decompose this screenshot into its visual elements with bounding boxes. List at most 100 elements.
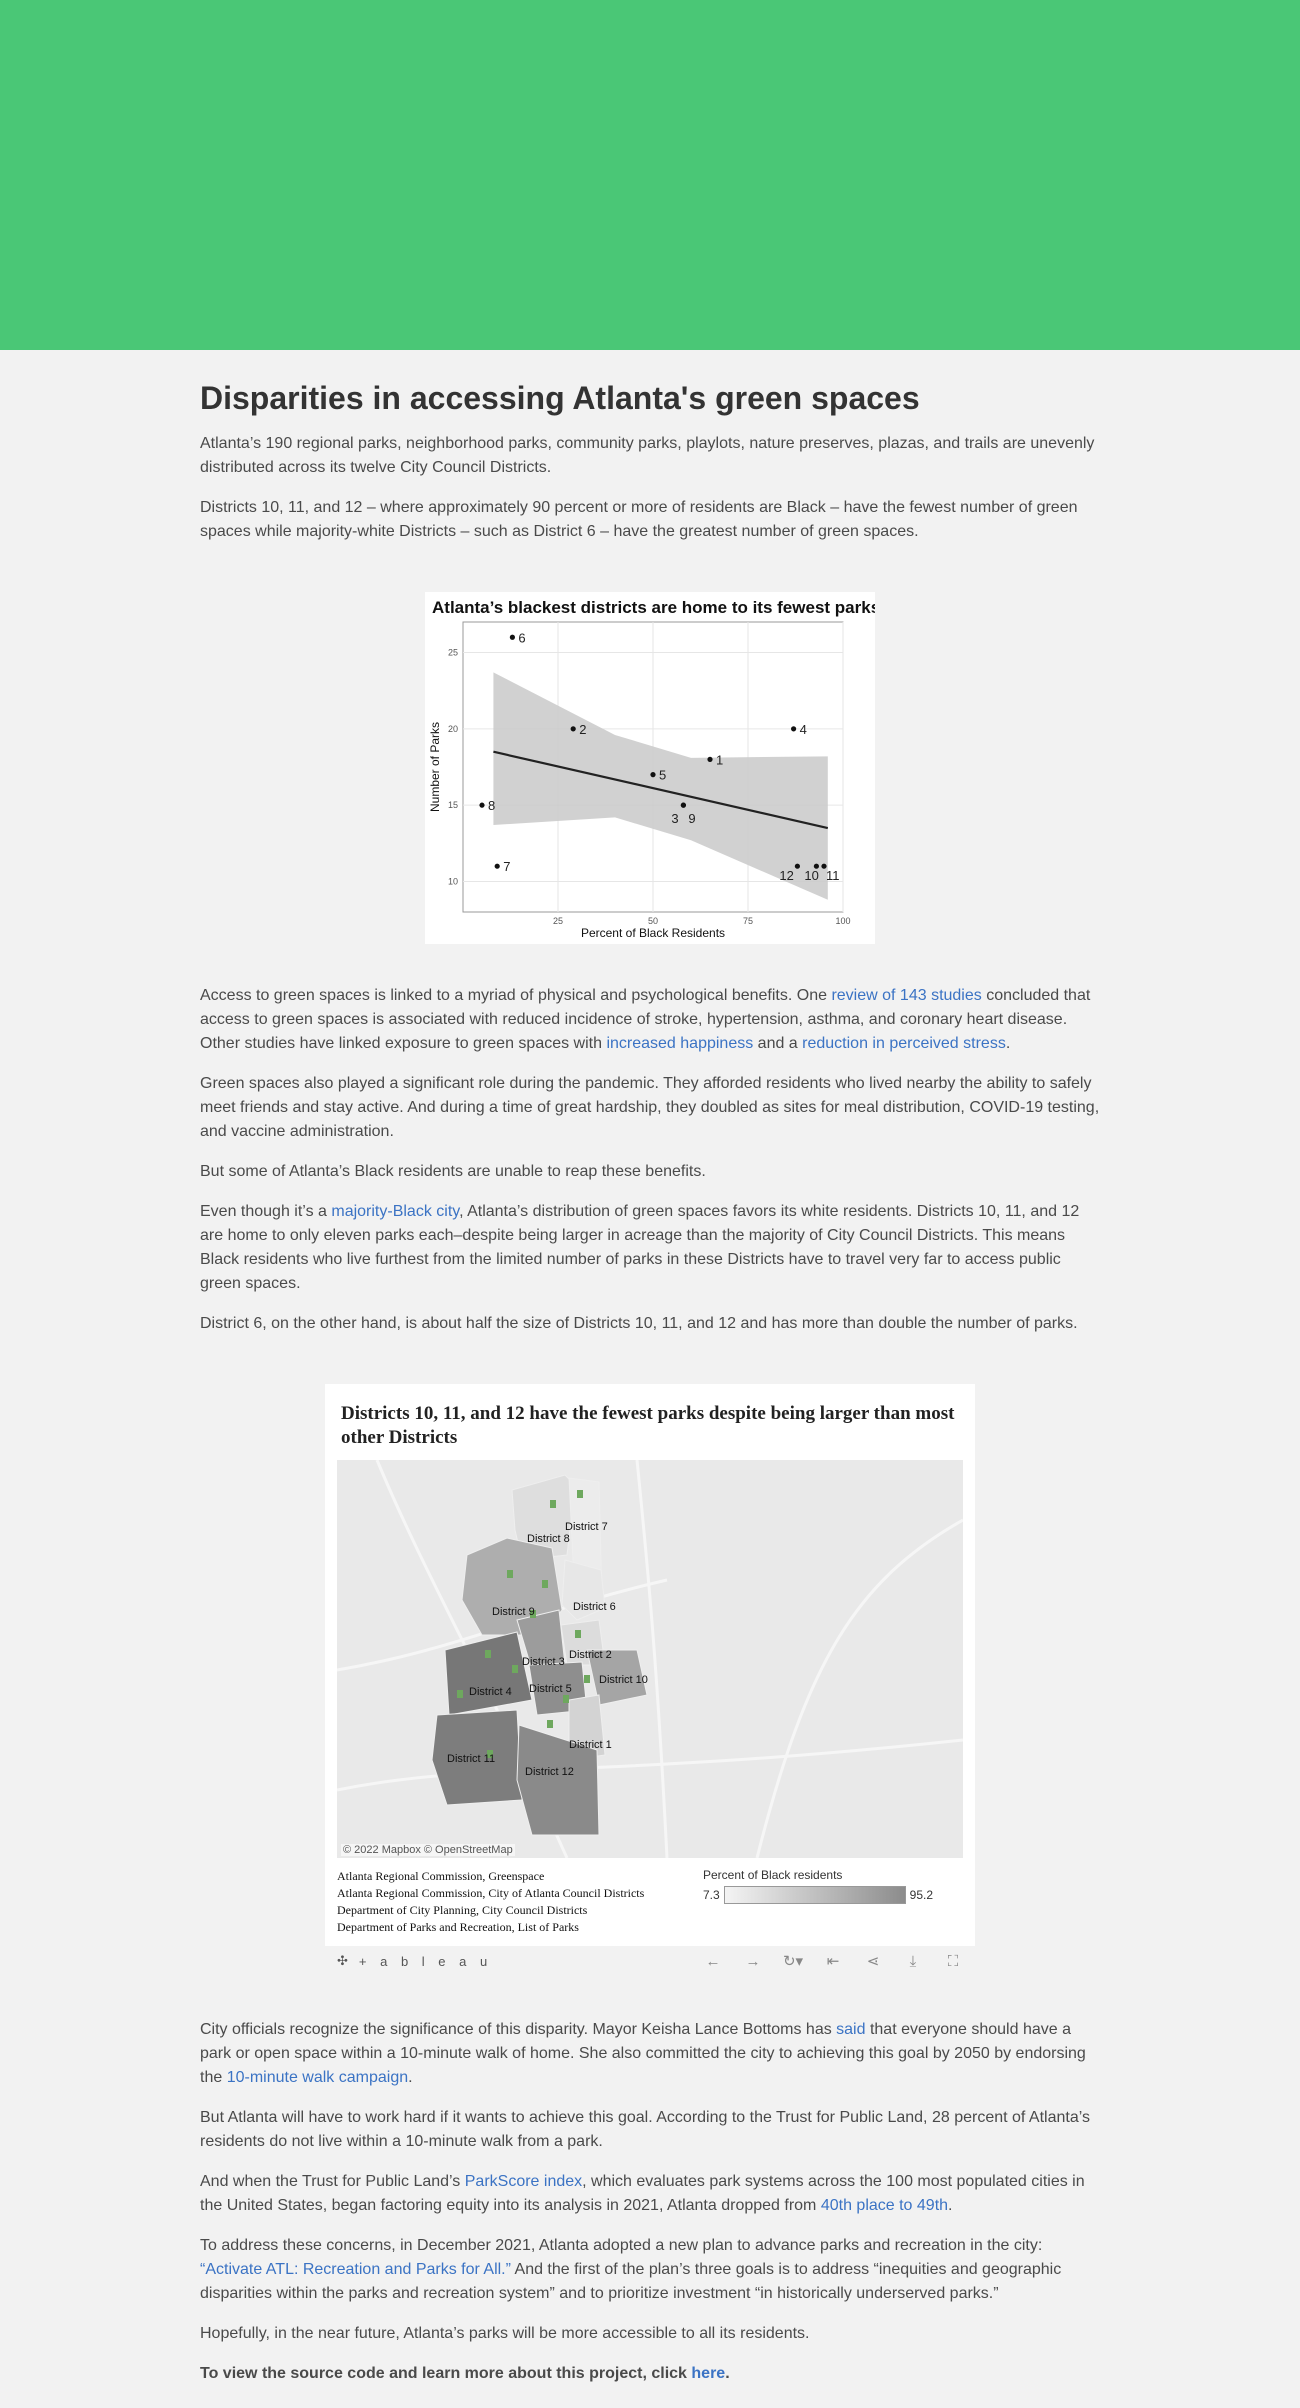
point-label: 10 [804,868,818,883]
source-code-paragraph: To view the source code and learn more a… [200,2362,1100,2386]
district-area [561,1559,606,1621]
point-label: 12 [779,868,793,883]
ranking-link[interactable]: 40th place to 49th [820,2197,949,2214]
text: City officials recognize the significanc… [200,2021,837,2038]
text: , which evaluates park systems across th… [200,2173,1085,2214]
text: and a [753,1035,803,1052]
districts-paragraph: Districts 10, 11, and 12 – where approxi… [200,499,1078,540]
pandemic-paragraph: Green spaces also played a significant r… [200,1075,1100,1140]
tableau-card: Districts 10, 11, and 12 have the fewest… [325,1384,975,1946]
data-point [680,802,686,808]
revert-dropdown-icon[interactable]: ↻▾ [782,1953,804,1970]
parkscore-paragraph: And when the Trust for Public Land’s Par… [200,2170,1100,2218]
district-label: District 11 [447,1753,495,1765]
plan-paragraph: To address these concerns, in December 2… [200,2234,1100,2306]
text: . [948,2197,953,2214]
legend-title: Percent of Black residents [703,1868,843,1882]
point-label: 7 [503,859,510,874]
walk-campaign-link[interactable]: 10-minute walk campaign [226,2069,409,2086]
said-link[interactable]: said [836,2021,866,2038]
scatter-chart: Atlanta’s blackest districts are home to… [425,592,875,944]
tableau-logo-icon: ✣ [337,1953,353,1968]
majority-black-link[interactable]: majority-Black city [331,1203,460,1220]
color-legend: Percent of Black residents 7.3 95.2 [703,1868,933,1936]
district-area [516,1724,600,1836]
map-credit: © 2022 Mapbox © OpenStreetMap [341,1844,515,1856]
park-area [563,1695,569,1703]
source-item: Atlanta Regional Commission, Greenspace [337,1869,545,1883]
road-line [337,1738,963,1792]
legend-gradient [723,1886,906,1904]
park-area [457,1690,463,1698]
point-label: 9 [688,811,695,826]
y-tick-label: 20 [448,724,458,734]
park-area [542,1580,548,1588]
point-label: 3 [671,811,678,826]
data-point [791,726,797,732]
activate-atl-link[interactable]: “Activate ATL: Recreation and Parks for … [200,2261,511,2278]
tableau-embed: Districts 10, 11, and 12 have the fewest… [325,1384,975,1976]
fullscreen-icon[interactable]: ⛶ [947,1952,959,1970]
x-tick-label: 100 [835,916,850,926]
revert-all-icon[interactable]: ⇤ [826,1953,840,1970]
road-line [755,1518,963,1858]
tableau-logo-text: + a b l e a u [358,1953,493,1969]
district-map[interactable]: District 8 District 7 District 9 District 6… [337,1460,963,1858]
text: . [725,2365,730,2382]
tableau-toolbar: ✣ + a b l e a u ← → ↻▾ ⇤ ⋖ ⤓ ⛶ [325,1946,975,1976]
undo-icon[interactable]: ← [705,1952,721,1970]
stress-link[interactable]: reduction in perceived stress [802,1035,1006,1052]
district-label: District 6 [573,1601,616,1613]
park-area [512,1665,518,1673]
data-point [509,634,515,640]
park-area [485,1650,491,1658]
point-label: 5 [659,768,666,783]
park-area [507,1570,513,1578]
trend-line [493,750,829,830]
text: And when the Trust for Public Land’s [200,2173,465,2190]
share-icon[interactable]: ⋖ [866,1953,880,1970]
legend-max: 95.2 [909,1888,933,1902]
here-link[interactable]: here [691,2365,726,2382]
park-area [547,1720,553,1728]
page-title: Disparities in accessing Atlanta's green… [200,380,920,416]
district-label: District 8 [527,1533,570,1545]
y-tick-label: 10 [448,876,458,886]
data-point [650,772,656,778]
park-area [575,1630,581,1638]
redo-icon[interactable]: → [745,1952,761,1970]
happiness-link[interactable]: increased happiness [606,1035,754,1052]
review-link[interactable]: review of 143 studies [831,987,982,1004]
article: Disparities in accessing Atlanta's green… [200,378,1100,2386]
scatter-svg: Atlanta’s blackest districts are home to… [428,598,875,940]
source-item: Atlanta Regional Commission, City of Atl… [337,1886,645,1900]
sources-list: Atlanta Regional Commission, Greenspace … [337,1868,644,1936]
point-label: 1 [716,752,723,767]
district-area [586,1649,648,1706]
parkscore-link[interactable]: ParkScore index [464,2173,583,2190]
legend-min: 7.3 [703,1888,720,1902]
district-label: District 3 [522,1656,565,1668]
y-tick-label: 15 [448,800,458,810]
data-point [813,863,819,869]
text: . [408,2069,413,2086]
text: Access to green spaces is linked to a my… [200,987,832,1004]
text: concluded that access to green spaces is… [200,987,1091,1052]
hero-banner [0,0,1300,350]
district-area [431,1709,523,1806]
data-point [570,726,576,732]
download-icon[interactable]: ⤓ [909,1952,917,1970]
tableau-logo[interactable]: ✣ + a b l e a u [337,1953,492,1969]
residents-paragraph: But some of Atlanta’s Black residents ar… [200,1163,706,1180]
source-item: Department of City Planning, City Counci… [337,1903,588,1917]
chart-title: Atlanta’s blackest districts are home to… [432,598,875,617]
y-axis-label: Number of Parks [428,722,442,812]
hopefully-paragraph: Hopefully, in the near future, Atlanta’s… [200,2325,810,2342]
x-axis-label: Percent of Black Residents [581,926,725,940]
data-point [494,863,500,869]
district-label: District 7 [565,1521,608,1533]
district-label: District 5 [529,1683,572,1695]
park-area [487,1750,493,1758]
map-title: Districts 10, 11, and 12 have the fewest… [341,1403,955,1448]
